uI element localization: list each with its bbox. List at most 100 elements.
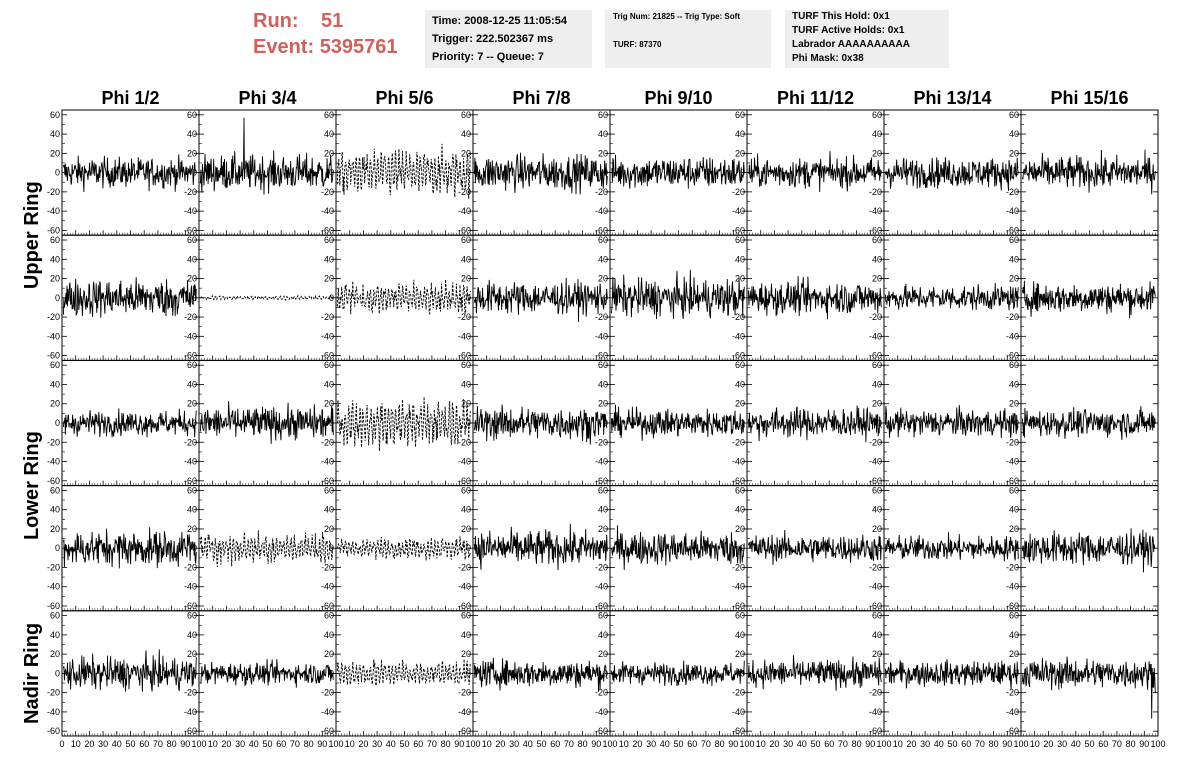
y-tick-label: -40 — [47, 707, 60, 717]
column-title: Phi 7/8 — [512, 88, 570, 108]
waveform-trace — [747, 405, 882, 443]
y-tick-label: 20 — [50, 399, 60, 409]
waveform-trace — [200, 294, 334, 302]
waveform-trace — [610, 269, 745, 320]
column-title: Phi 9/10 — [644, 88, 712, 108]
y-tick-label: -60 — [869, 476, 882, 486]
x-tick-label: 100 — [465, 739, 480, 749]
y-tick-label: 20 — [1009, 148, 1019, 158]
y-tick-label: 40 — [735, 129, 745, 139]
x-tick-label: 10 — [619, 739, 629, 749]
y-tick-label: -20 — [869, 437, 882, 447]
y-tick-label: -20 — [321, 562, 334, 572]
x-tick-label: 50 — [1084, 739, 1094, 749]
y-tick-label: -40 — [47, 457, 60, 467]
y-tick-label: -40 — [1006, 582, 1019, 592]
x-tick-label: 70 — [838, 739, 848, 749]
y-tick-label: -20 — [1006, 437, 1019, 447]
y-tick-label: -60 — [1006, 601, 1019, 611]
waveform-trace — [473, 404, 608, 445]
y-tick-label: 0 — [329, 668, 334, 678]
y-tick-label: 0 — [1014, 168, 1019, 178]
y-tick-label: 40 — [187, 505, 197, 515]
x-tick-label: 40 — [386, 739, 396, 749]
y-tick-label: 60 — [735, 235, 745, 245]
x-tick-label: 80 — [578, 739, 588, 749]
y-tick-label: -40 — [47, 331, 60, 341]
waveform-trace — [199, 401, 334, 444]
waveform-trace — [884, 659, 1019, 690]
y-tick-label: -20 — [732, 437, 745, 447]
y-tick-label: -20 — [732, 688, 745, 698]
x-tick-label: 70 — [153, 739, 163, 749]
y-tick-label: -60 — [595, 726, 608, 736]
panel-frame — [335, 610, 474, 737]
column-title: Phi 3/4 — [238, 88, 296, 108]
waveform-trace — [884, 157, 1019, 191]
y-tick-label: -20 — [595, 562, 608, 572]
y-tick-label: 0 — [466, 668, 471, 678]
y-tick-label: 20 — [461, 524, 471, 534]
y-tick-label: -40 — [184, 206, 197, 216]
y-tick-label: -60 — [869, 351, 882, 361]
y-tick-label: -40 — [595, 331, 608, 341]
y-tick-label: 60 — [598, 611, 608, 621]
y-tick-label: 40 — [324, 379, 334, 389]
y-tick-label: 40 — [1009, 254, 1019, 264]
y-tick-label: -20 — [595, 437, 608, 447]
x-tick-label: 100 — [191, 739, 206, 749]
x-tick-label: 20 — [769, 739, 779, 749]
y-tick-label: 20 — [1009, 524, 1019, 534]
x-tick-label: 40 — [660, 739, 670, 749]
waveform-trace — [747, 276, 882, 320]
y-tick-label: 20 — [324, 524, 334, 534]
x-tick-label: 20 — [1043, 739, 1053, 749]
y-tick-label: -60 — [458, 225, 471, 235]
y-tick-label: -20 — [47, 562, 60, 572]
y-tick-label: 60 — [324, 235, 334, 245]
x-tick-label: 60 — [687, 739, 697, 749]
y-tick-label: -60 — [732, 351, 745, 361]
y-tick-label: -20 — [184, 688, 197, 698]
panel-frame — [198, 485, 337, 612]
y-tick-label: -20 — [458, 312, 471, 322]
y-tick-label: 20 — [187, 274, 197, 284]
y-tick-label: 40 — [324, 630, 334, 640]
y-tick-label: 0 — [466, 168, 471, 178]
y-tick-label: 0 — [55, 418, 60, 428]
y-tick-label: 40 — [598, 630, 608, 640]
y-tick-label: -20 — [47, 688, 60, 698]
x-tick-label: 90 — [1002, 739, 1012, 749]
y-tick-label: 20 — [1009, 274, 1019, 284]
waveform-trace — [62, 277, 197, 318]
y-tick-label: -40 — [869, 582, 882, 592]
x-tick-label: 70 — [290, 739, 300, 749]
y-tick-label: 40 — [735, 379, 745, 389]
y-tick-label: -60 — [184, 476, 197, 486]
labrador-text: Labrador AAAAAAAAAA — [792, 39, 910, 50]
waveform-trace — [611, 154, 745, 189]
x-tick-label: 90 — [1139, 739, 1149, 749]
y-tick-label: 20 — [324, 274, 334, 284]
waveform-trace — [610, 660, 745, 687]
y-tick-label: 40 — [735, 505, 745, 515]
x-tick-label: 20 — [358, 739, 368, 749]
y-tick-label: 40 — [461, 254, 471, 264]
x-tick-label: 10 — [345, 739, 355, 749]
y-tick-label: 60 — [324, 110, 334, 120]
y-tick-label: -20 — [595, 688, 608, 698]
column-title: Phi 11/12 — [777, 88, 854, 108]
y-tick-label: 40 — [598, 505, 608, 515]
y-tick-label: 60 — [1009, 485, 1019, 495]
y-tick-label: 0 — [740, 668, 745, 678]
panel-frame — [335, 109, 474, 236]
x-tick-label: 10 — [482, 739, 492, 749]
y-tick-label: 60 — [50, 611, 60, 621]
y-tick-label: 0 — [1014, 293, 1019, 303]
y-tick-label: 60 — [461, 611, 471, 621]
panel-frame — [1020, 359, 1159, 487]
x-tick-label: 80 — [304, 739, 314, 749]
trigger-text: Trigger: 222.502367 ms — [432, 33, 554, 45]
trigger-info-panel: Trig Num: 21825 -- Trig Type: Soft TURF:… — [605, 10, 771, 68]
